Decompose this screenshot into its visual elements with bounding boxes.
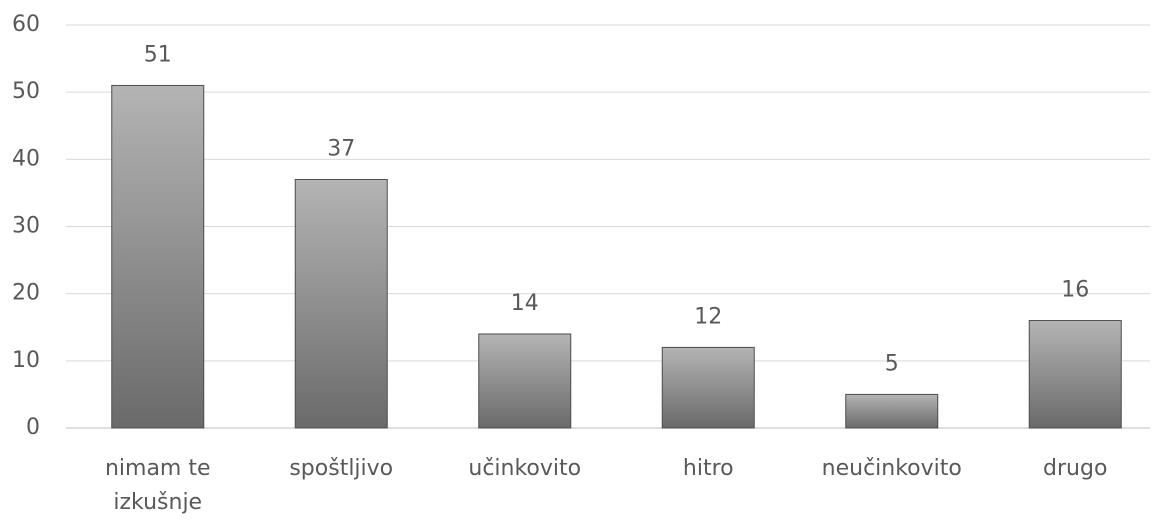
data-label: 12: [694, 304, 722, 329]
y-tick-label: 0: [26, 415, 40, 440]
y-tick-label: 40: [12, 146, 40, 171]
y-tick-label: 50: [12, 79, 40, 104]
bar: [661, 346, 755, 429]
data-label: 51: [144, 42, 172, 67]
bar: [845, 393, 939, 429]
data-label: 14: [511, 291, 539, 316]
x-tick-label: drugo: [1043, 456, 1108, 481]
bar: [111, 84, 205, 429]
x-tick-label: spoštljivo: [289, 456, 394, 481]
data-label: 5: [885, 351, 899, 376]
y-tick-label: 30: [12, 214, 40, 239]
data-label: 37: [327, 136, 355, 161]
y-tick-label: 10: [12, 348, 40, 373]
bar: [294, 178, 388, 429]
x-tick-label: hitro: [682, 456, 734, 481]
bar: [1028, 320, 1122, 429]
x-tick-label: nimam te izkušnje: [104, 456, 211, 515]
bar: [478, 333, 572, 429]
y-tick-label: 20: [12, 281, 40, 306]
data-label: 16: [1061, 278, 1089, 303]
x-tick-label: učinkovito: [468, 456, 582, 481]
x-tick-label: neučinkovito: [821, 456, 962, 481]
y-tick-label: 60: [12, 12, 40, 37]
